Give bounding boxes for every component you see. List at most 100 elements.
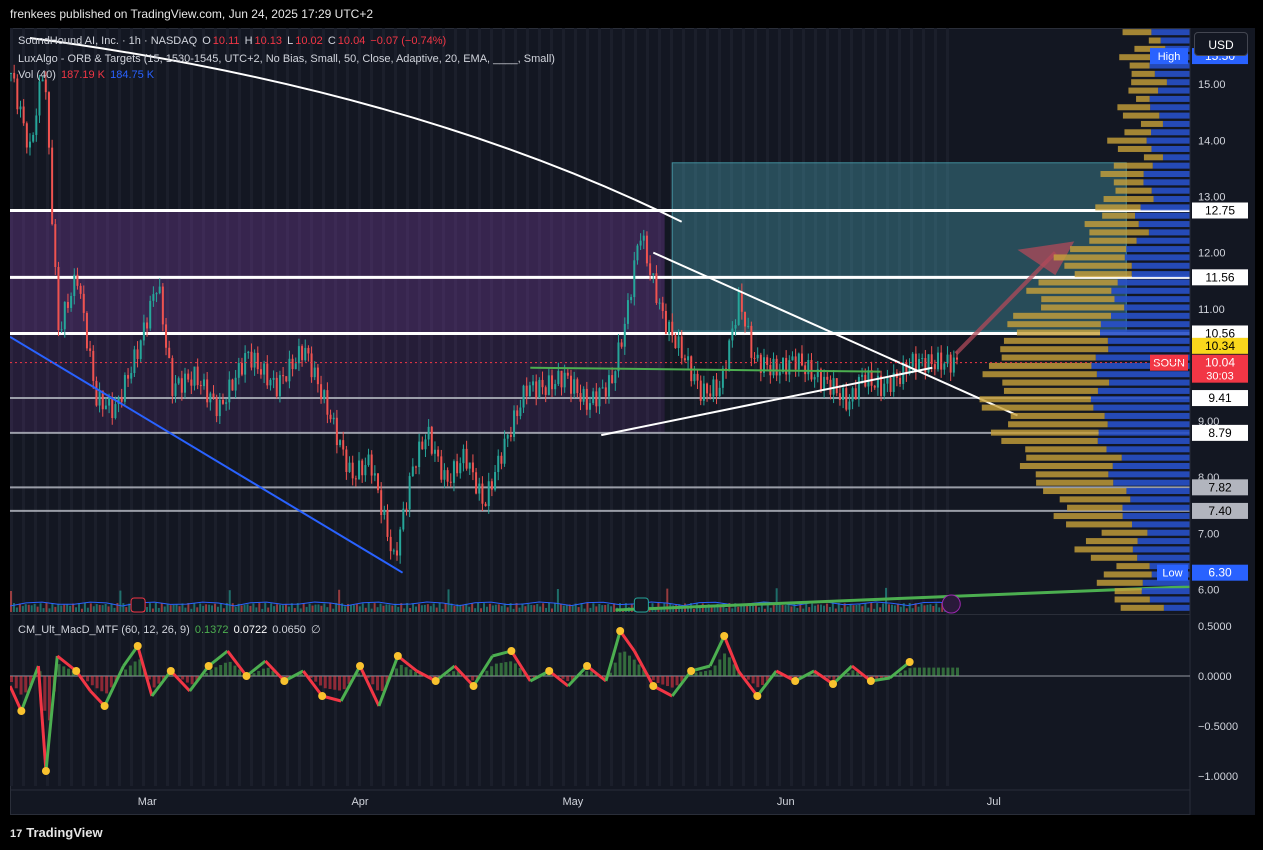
- macd-histogram-bar: [223, 662, 227, 676]
- session-stripe: [466, 28, 469, 786]
- macd-histogram-bar: [147, 676, 151, 680]
- candle-body: [680, 336, 683, 359]
- support-line-green[interactable]: [530, 366, 881, 373]
- level-price-tag[interactable]: [1192, 202, 1248, 219]
- volume-profile-bar: [1036, 479, 1114, 486]
- macd-histogram-bar: [190, 676, 194, 685]
- triangle-upper-line[interactable]: [652, 251, 1018, 417]
- tradingview-logo[interactable]: 17 TradingView: [10, 825, 103, 840]
- volume-label[interactable]: Vol (40): [18, 69, 56, 81]
- macd-value-3: 0.0650: [272, 624, 306, 636]
- volume-legend: Vol (40) 187.19 K 184.75 K: [18, 69, 156, 81]
- candle-body: [395, 550, 398, 556]
- curved-resistance-line[interactable]: [29, 37, 683, 223]
- price-tag[interactable]: [1192, 354, 1248, 383]
- macd-histogram-bar: [504, 662, 508, 676]
- earnings-icon[interactable]: [130, 597, 146, 613]
- volume-bar: [10, 591, 12, 612]
- macd-histogram-bar: [233, 665, 237, 676]
- volume-bar: [441, 608, 444, 612]
- volume-bar: [598, 603, 601, 612]
- session-stripe: [502, 28, 505, 786]
- price-tag-name[interactable]: [1150, 48, 1188, 65]
- candle-body: [876, 375, 879, 388]
- volume-profile-bar: [1053, 513, 1123, 520]
- macd-cross-dot: [753, 692, 762, 700]
- candle-body: [687, 356, 690, 361]
- macd-name[interactable]: CM_Ult_MacD_MTF (60, 12, 26, 9): [18, 624, 190, 636]
- volume-profile-bar: [1113, 162, 1153, 169]
- macd-histogram-bar: [908, 668, 912, 676]
- macd-histogram-bar: [414, 671, 418, 676]
- descending-trendline[interactable]: [10, 335, 404, 574]
- projection-arrow-shaft[interactable]: [954, 251, 1057, 356]
- level-price-tag[interactable]: [1192, 502, 1248, 519]
- macd-histogram-bar: [936, 667, 940, 676]
- candle-body: [829, 379, 832, 395]
- session-stripe: [814, 28, 817, 786]
- volume-bar: [373, 603, 376, 612]
- level-price-tag[interactable]: [1192, 424, 1248, 441]
- time-tick-label: May: [562, 796, 583, 808]
- candle-body: [728, 340, 731, 372]
- candle-body: [655, 273, 658, 303]
- volume-bar: [423, 604, 426, 612]
- symbol-name[interactable]: SoundHound AI, Inc. · 1h · NASDAQ: [18, 35, 198, 47]
- triangle-lower-line[interactable]: [601, 366, 933, 437]
- volume-bar: [855, 604, 858, 612]
- volume-profile-bar: [1104, 412, 1190, 419]
- time-tick-label: Jun: [777, 796, 795, 808]
- macd-histogram-bar: [152, 676, 156, 688]
- volume-bar: [630, 603, 633, 612]
- level-price-tag[interactable]: [1192, 479, 1248, 496]
- candle-body: [933, 364, 936, 370]
- level-price-tag[interactable]: [1192, 325, 1248, 342]
- level-price-tag[interactable]: [1192, 269, 1248, 286]
- price-axis[interactable]: [1190, 28, 1255, 815]
- candle-body: [538, 379, 541, 398]
- candle-body: [842, 388, 845, 400]
- earnings-icon[interactable]: [633, 597, 649, 613]
- macd-line-segment: [618, 630, 636, 652]
- level-price-tag[interactable]: [1192, 390, 1248, 407]
- currency-button[interactable]: USD: [1194, 32, 1248, 56]
- macd-line-segment: [472, 655, 494, 687]
- macd-histogram-bar: [185, 676, 189, 683]
- macd-histogram-bar: [119, 675, 123, 676]
- projection-arrow-head[interactable]: [1017, 241, 1075, 276]
- candle-body: [731, 328, 734, 341]
- macd-histogram-bar: [756, 676, 760, 688]
- candle-body: [101, 390, 104, 410]
- price-tag-name[interactable]: [1157, 564, 1188, 581]
- volume-bar: [104, 603, 107, 612]
- session-stripe: [238, 28, 241, 786]
- candle-body: [911, 353, 914, 367]
- macd-line-segment: [10, 685, 23, 712]
- candle-body: [313, 367, 316, 378]
- volume-bar: [497, 604, 500, 612]
- price-tag[interactable]: [1192, 337, 1248, 354]
- candle-body: [750, 325, 753, 358]
- session-stripe: [790, 28, 793, 786]
- candle-body: [111, 398, 114, 419]
- long-green-trendline[interactable]: [615, 585, 1191, 612]
- volume-profile-bar: [1108, 471, 1190, 478]
- volume-bar: [181, 603, 184, 612]
- candle-body: [54, 224, 57, 268]
- volume-profile-bar: [1116, 563, 1150, 570]
- candle-body: [930, 354, 933, 365]
- candle-body: [282, 375, 285, 377]
- candle-body: [443, 470, 446, 480]
- session-stripe: [106, 28, 109, 786]
- volume-bar: [817, 604, 820, 612]
- volume-profile-bar: [1119, 54, 1154, 61]
- price-tag-name[interactable]: [1150, 354, 1188, 371]
- chart-canvas[interactable]: 15.0014.0013.0012.0011.0010.009.008.007.…: [10, 28, 1255, 815]
- price-tag[interactable]: [1192, 564, 1248, 581]
- candle-body: [645, 235, 648, 264]
- candle-body: [585, 388, 588, 410]
- event-lightning-icon[interactable]: [941, 594, 961, 614]
- candle-body: [851, 388, 854, 402]
- candle-body: [671, 321, 674, 336]
- indicator-legend[interactable]: LuxAlgo - ORB & Targets (15, 1530-1545, …: [18, 53, 555, 65]
